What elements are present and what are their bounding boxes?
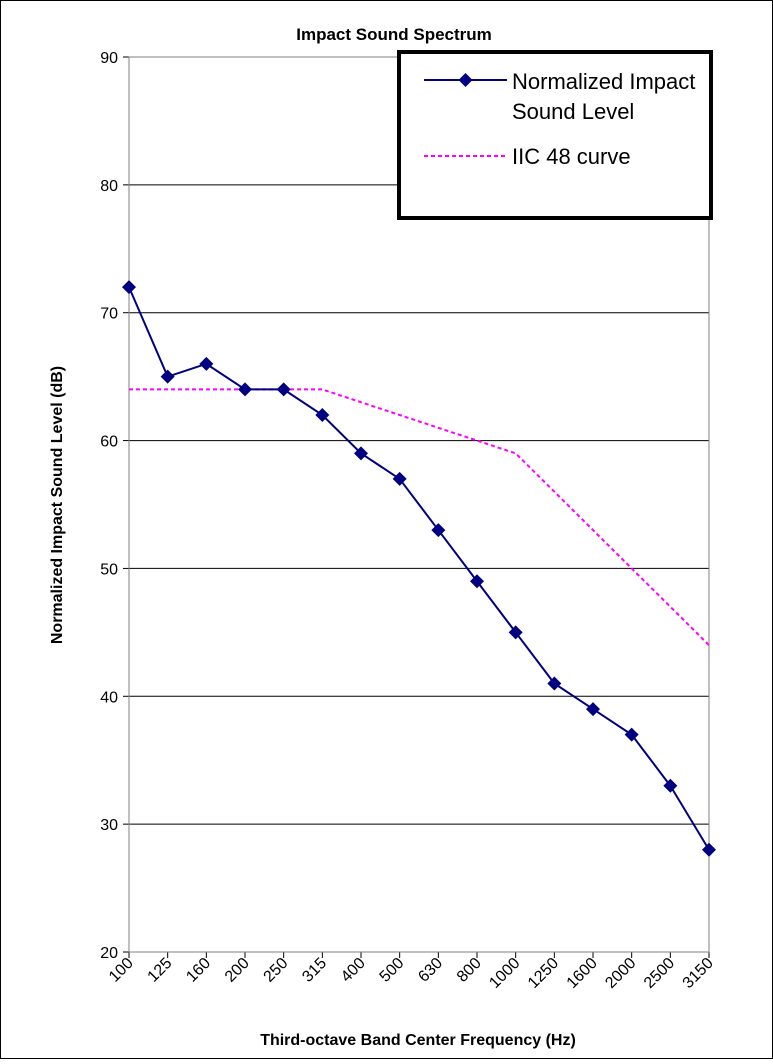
legend-label-series-1-line2: Sound Level [512, 99, 634, 124]
data-point-diamond [122, 280, 136, 295]
data-point-diamond [199, 356, 214, 371]
data-point-diamond [431, 523, 446, 538]
series-group [122, 280, 716, 857]
series-line-normalized-impact-sound-level [128, 286, 710, 851]
y-tick-label: 70 [100, 306, 118, 323]
data-point-diamond [315, 408, 330, 422]
y-tick-label: 20 [100, 945, 118, 962]
legend: Normalized Impact Sound Level IIC 48 cur… [397, 50, 713, 220]
legend-label-series-1-line1: Normalized Impact [512, 69, 695, 94]
y-tick-label: 40 [100, 689, 118, 706]
data-point-diamond [470, 574, 484, 589]
data-point-diamond [702, 842, 716, 857]
data-point-diamond [392, 471, 407, 486]
series-line-iic-48-curve [129, 388, 710, 646]
data-point-diamond [508, 625, 523, 640]
data-point-diamond [354, 446, 368, 461]
data-point-diamond [238, 382, 252, 397]
legend-label-series-2: IIC 48 curve [512, 144, 631, 169]
data-point-diamond [663, 778, 678, 793]
data-point-diamond [160, 369, 175, 384]
chart-title: Impact Sound Spectrum [296, 25, 492, 44]
y-tick-label: 90 [100, 50, 118, 67]
data-point-diamond [276, 382, 291, 397]
y-tick-label: 80 [100, 178, 118, 195]
legend-marker-series-1 [458, 73, 473, 87]
x-axis-label: Third-octave Band Center Frequency (Hz) [260, 1032, 576, 1049]
y-tick-label: 30 [100, 817, 118, 834]
y-axis-label: Normalized Impact Sound Level (dB) [49, 366, 66, 644]
data-point-diamond [547, 676, 562, 691]
y-tick-label: 50 [100, 561, 118, 578]
data-point-diamond [586, 702, 600, 717]
data-point-diamond [624, 727, 639, 742]
y-tick-label: 60 [100, 434, 118, 451]
